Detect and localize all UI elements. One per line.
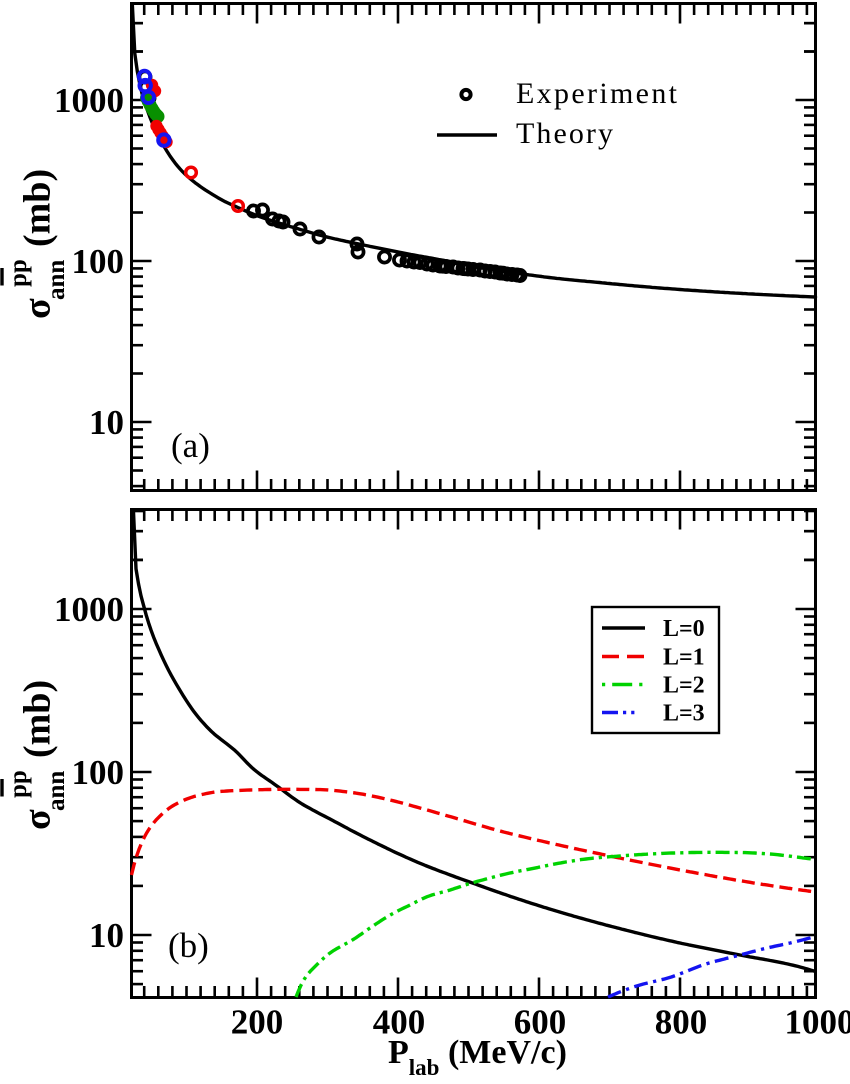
svg-text:(mb): (mb) <box>17 680 59 758</box>
svg-text:ann: ann <box>43 771 70 811</box>
svg-text:L=2: L=2 <box>663 673 705 699</box>
svg-text:L=3: L=3 <box>663 701 705 727</box>
svg-text:1000: 1000 <box>785 1003 850 1042</box>
svg-text:σ: σ <box>17 298 59 319</box>
svg-text:(a): (a) <box>171 426 210 465</box>
svg-text:10: 10 <box>89 403 124 442</box>
svg-text:Experiment: Experiment <box>516 77 678 110</box>
svg-text:pp: pp <box>5 259 32 287</box>
svg-text:σ: σ <box>17 809 59 830</box>
svg-text:1000: 1000 <box>54 590 124 629</box>
svg-text:100: 100 <box>72 242 125 281</box>
svg-text:L=1: L=1 <box>663 645 705 671</box>
svg-text:(mb): (mb) <box>17 169 59 247</box>
svg-text:ann: ann <box>43 260 70 300</box>
svg-text:800: 800 <box>655 1003 708 1042</box>
svg-text:(b): (b) <box>168 926 209 965</box>
svg-text:100: 100 <box>72 753 125 792</box>
svg-text:L=0: L=0 <box>663 616 705 642</box>
svg-text:1000: 1000 <box>54 81 124 120</box>
svg-text:10: 10 <box>89 916 124 955</box>
svg-text:Theory: Theory <box>516 117 613 150</box>
svg-text:200: 200 <box>231 1003 284 1042</box>
svg-text:pp: pp <box>5 770 32 798</box>
